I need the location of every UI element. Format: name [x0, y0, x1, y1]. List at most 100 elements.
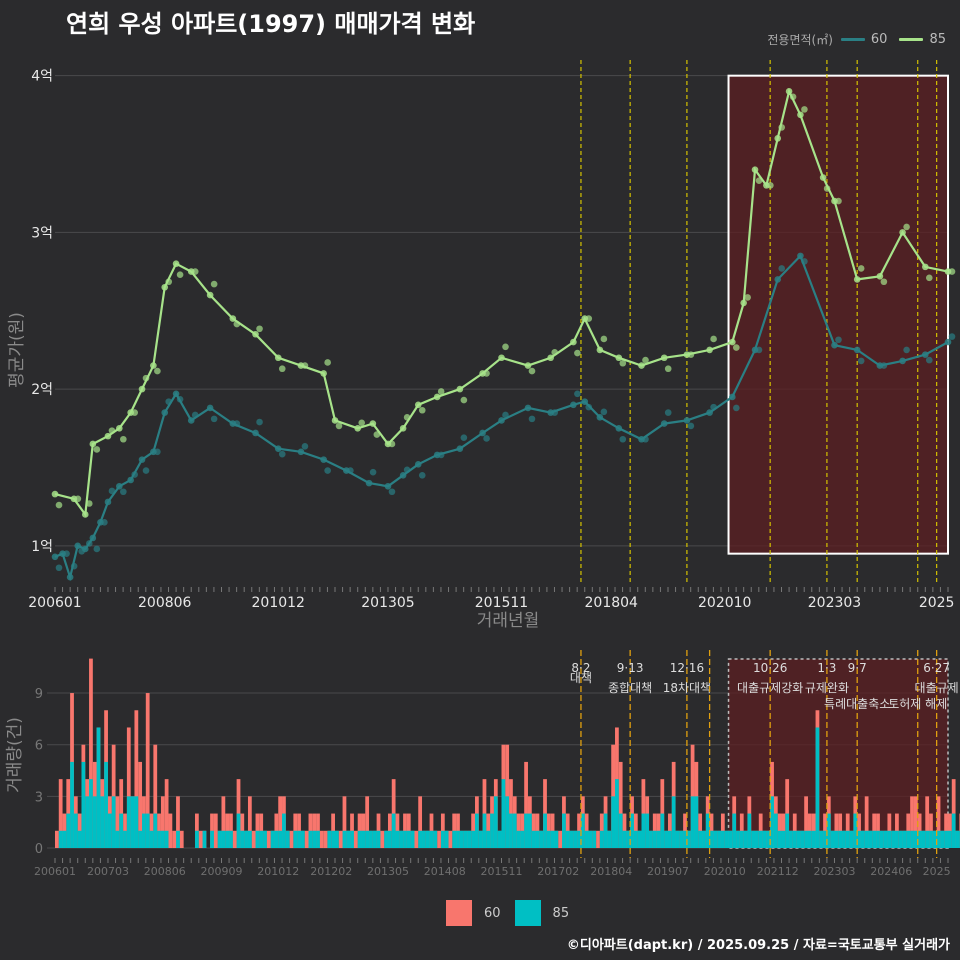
volume-chart: 0 3 6 9 8·2대책 9·13 종합대책 12·16 18차대책 10·26 대출규제강화 1·…: [5, 650, 960, 878]
series-point-60: [414, 461, 422, 468]
price-x-tick-label: 202010: [698, 595, 751, 611]
series-point-60: [660, 420, 668, 427]
bar-85: [327, 830, 332, 848]
bar-60: [323, 830, 328, 848]
bar-60: [486, 813, 491, 848]
series-point-85: [81, 511, 89, 518]
series-point-60: [388, 488, 396, 496]
series-point-85: [823, 185, 831, 192]
policy-date-label: 1·3: [817, 661, 836, 675]
bar-85: [736, 830, 740, 848]
bar-60: [683, 813, 687, 848]
bar-60: [126, 727, 131, 848]
series-point-85: [483, 370, 490, 377]
series-point-60: [615, 424, 623, 432]
series-point-85: [619, 359, 627, 367]
bar-85: [399, 830, 404, 848]
bar-60: [365, 796, 370, 848]
bar-85: [891, 830, 896, 848]
bar-85: [467, 830, 472, 848]
bar-85: [826, 813, 831, 848]
series-point-60: [797, 252, 804, 260]
series-point-60: [857, 357, 865, 365]
volume-x-tick-label: 200909: [200, 865, 242, 878]
series-point-85: [93, 446, 101, 453]
bar-85: [755, 830, 759, 848]
bar-85: [66, 813, 71, 848]
bar-85: [940, 830, 945, 848]
bar-85: [766, 830, 771, 848]
price-y-tick-label: 3억: [31, 225, 53, 241]
series-point-85: [388, 440, 396, 448]
bar-85: [425, 830, 430, 848]
series-point-60: [51, 553, 59, 561]
bar-85: [921, 830, 926, 848]
volume-x-tick-label: 202010: [704, 865, 746, 878]
bar-60: [944, 813, 948, 848]
bar-85: [925, 830, 930, 848]
bar-60: [845, 813, 850, 848]
bar-85: [285, 830, 290, 848]
legend-bottom-label-60: 60: [484, 905, 501, 921]
bar-85: [936, 830, 941, 848]
series-point-85: [547, 354, 554, 362]
bar-85: [475, 813, 479, 848]
series-point-60: [172, 390, 180, 398]
series-point-60: [498, 417, 505, 424]
bar-60: [535, 813, 540, 848]
bar-60: [266, 830, 271, 848]
series-point-60: [778, 265, 786, 272]
series-point-85: [899, 229, 906, 236]
bar-85: [145, 813, 150, 848]
bar-60: [925, 796, 930, 848]
series-point-85: [880, 278, 888, 286]
bar-60: [195, 813, 199, 848]
bar-60: [289, 830, 294, 848]
series-point-60: [274, 445, 282, 452]
bar-60: [259, 813, 264, 848]
bar-85: [471, 830, 475, 848]
bar-60: [123, 813, 127, 848]
bar-85: [486, 830, 491, 848]
bar-60: [437, 830, 441, 848]
series-point-60: [116, 482, 123, 490]
series-point-60: [479, 429, 486, 437]
policy-date-label: 8·2: [571, 661, 590, 675]
bar-85: [142, 813, 146, 848]
series-point-85: [767, 182, 774, 189]
bar-60: [520, 813, 525, 848]
series-point-60: [206, 404, 214, 412]
series-point-85: [785, 88, 793, 95]
bar-60: [134, 710, 139, 848]
series-point-60: [437, 451, 445, 459]
bar-60: [342, 796, 347, 848]
bar-85: [732, 813, 737, 848]
series-point-60: [835, 336, 842, 344]
series-point-85: [252, 330, 259, 338]
bar-85: [633, 830, 638, 848]
bar-85: [81, 761, 86, 848]
policy-text-label: 대출규제강화: [737, 681, 803, 695]
bar-85: [781, 830, 786, 848]
bar-85: [459, 830, 464, 848]
bar-60: [807, 813, 812, 848]
series-point-85: [55, 501, 63, 509]
policy-date-label: 9·7: [848, 661, 867, 675]
bar-85: [247, 830, 252, 848]
bar-60: [448, 830, 453, 848]
volume-x-tick-label: 201305: [367, 865, 409, 878]
bar-60: [77, 813, 82, 848]
bar-85: [807, 830, 812, 848]
series-point-85: [414, 401, 422, 409]
bar-85: [58, 830, 63, 848]
series-point-60: [853, 346, 861, 354]
series-point-60: [948, 333, 956, 340]
bar-85: [395, 830, 400, 848]
series-point-85: [925, 274, 933, 282]
bar-85: [860, 830, 865, 848]
series-point-85: [740, 299, 747, 307]
bar-85: [240, 830, 245, 848]
series-point-60: [161, 409, 169, 416]
series-point-85: [229, 315, 237, 322]
bar-60: [913, 796, 918, 848]
